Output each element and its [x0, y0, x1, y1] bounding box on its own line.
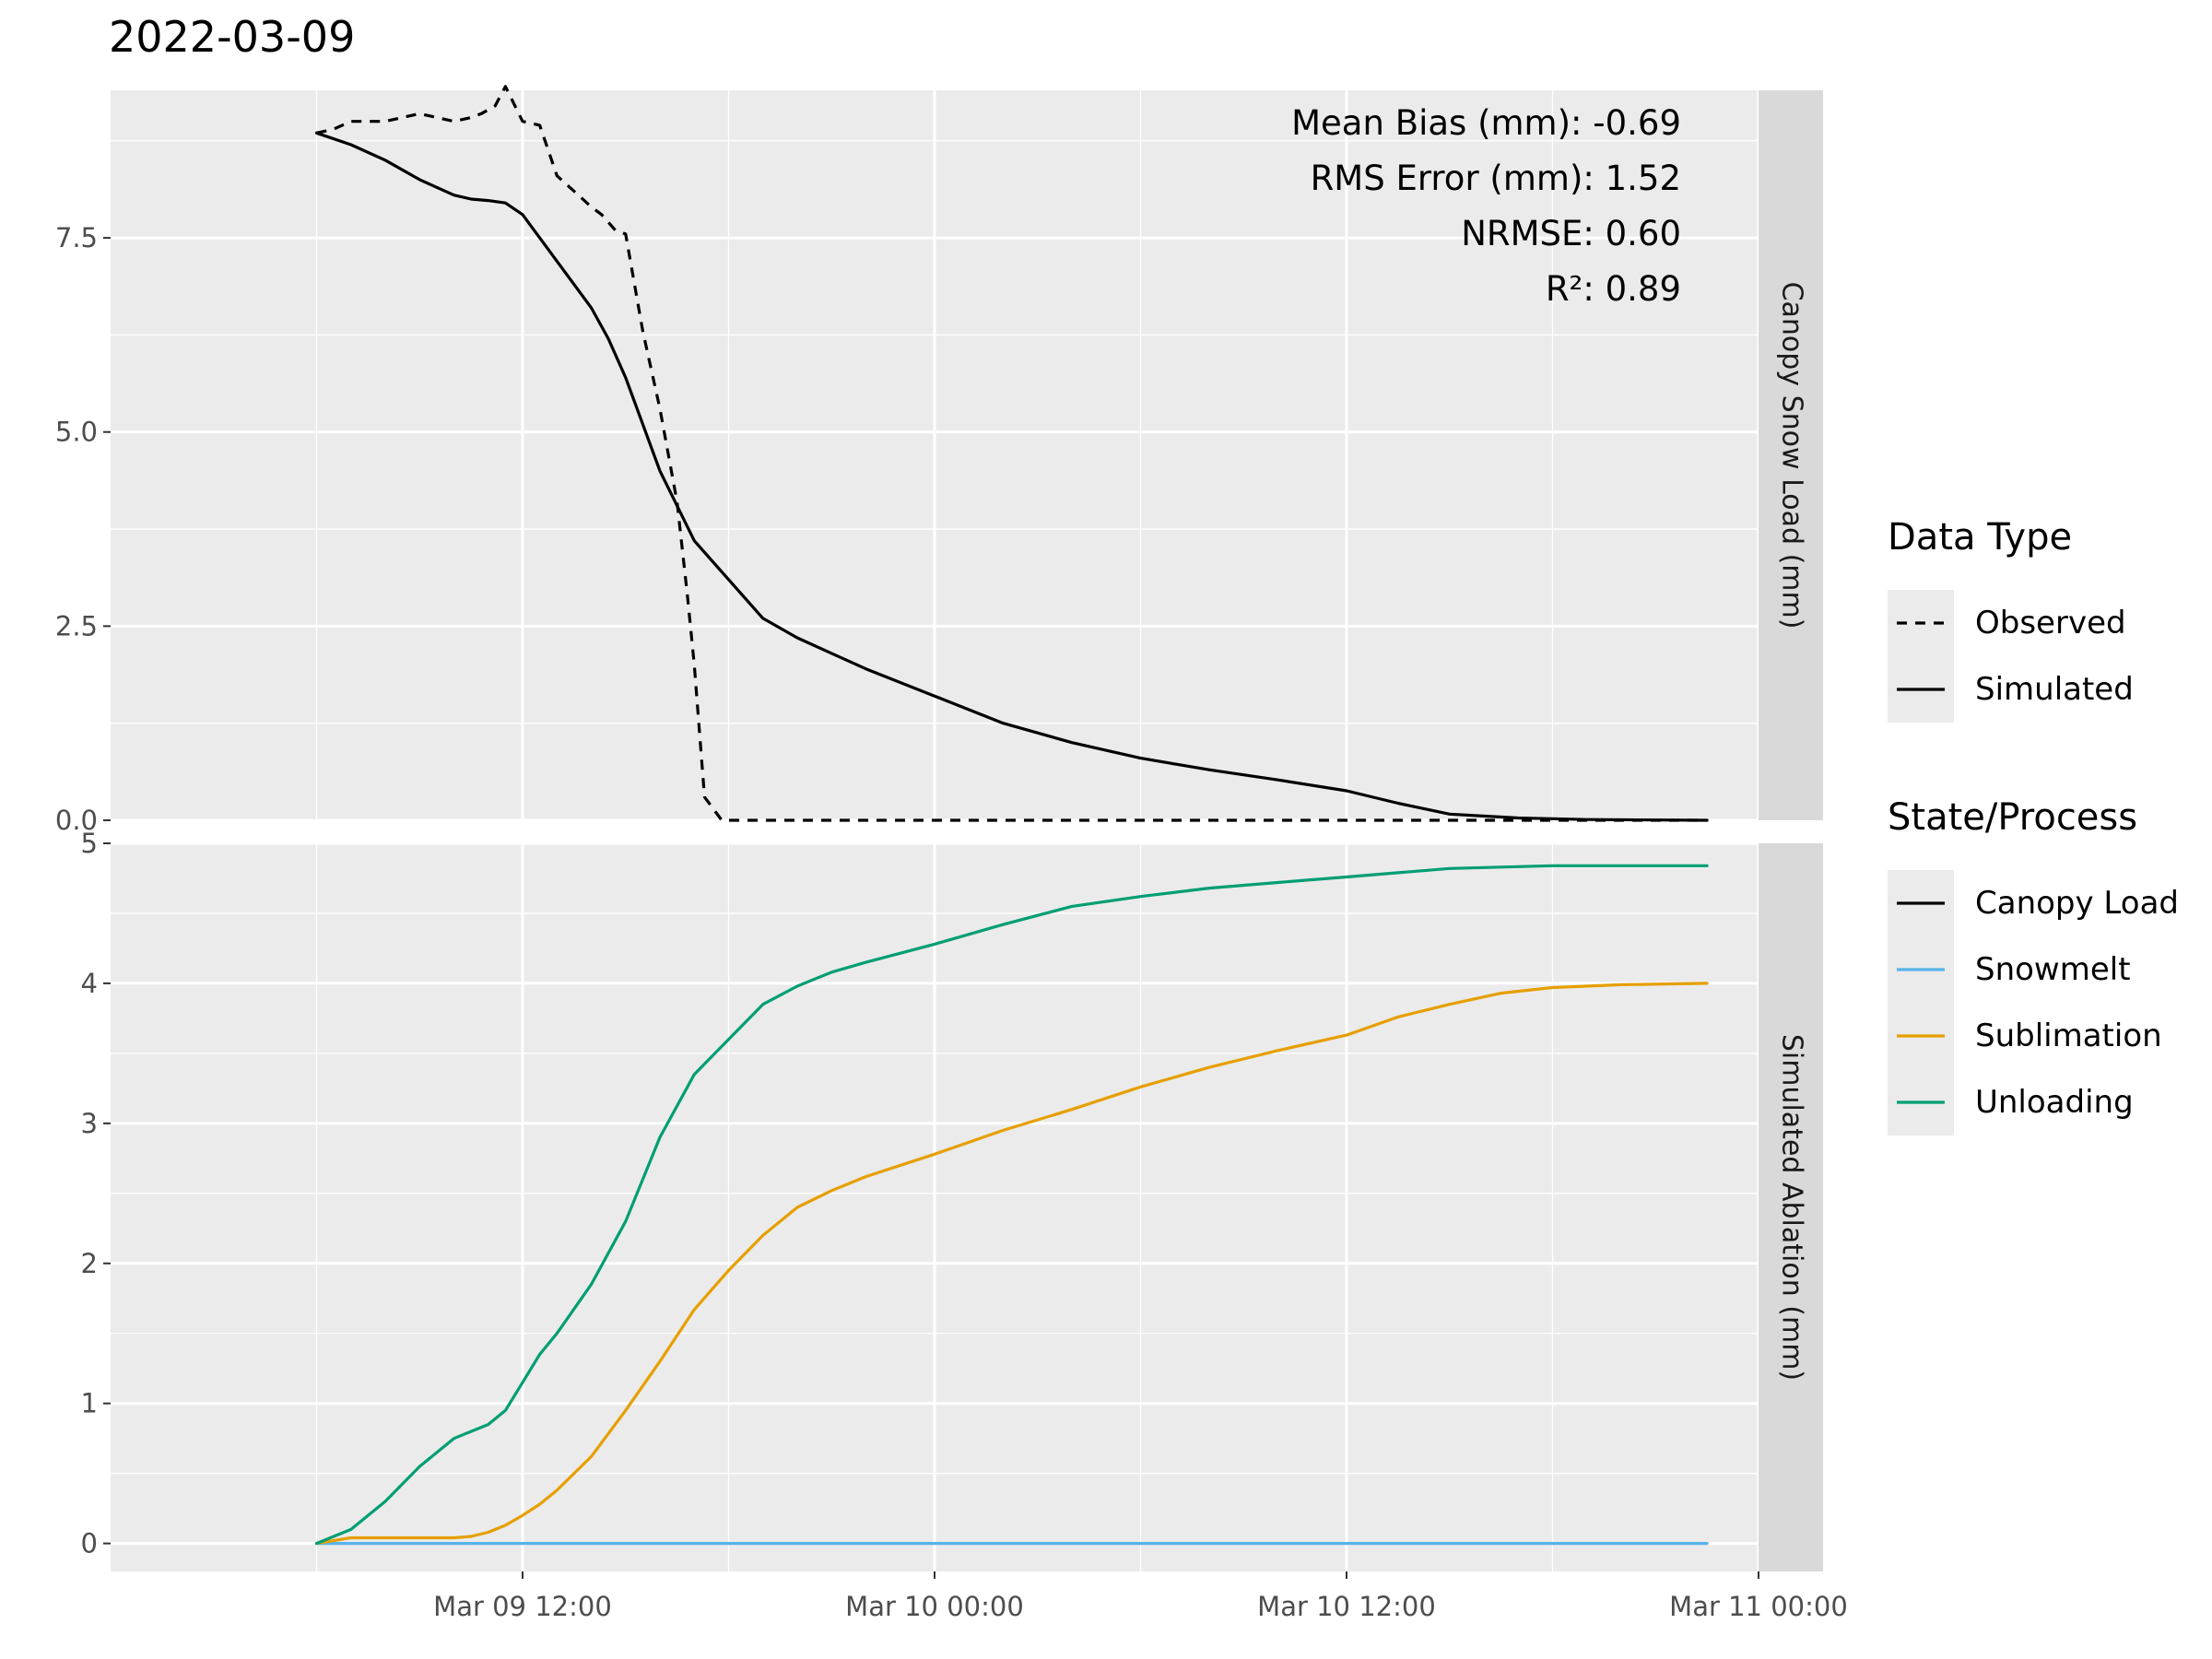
- legend-label: Unloading: [1975, 1084, 2134, 1121]
- y-tick-label: 1: [81, 1388, 98, 1419]
- panel-1: 0.0 2.5 5.0 7.5 Canopy Snow Load (mm) Mean Bi…: [55, 85, 1823, 836]
- legend-label: Sublimation: [1975, 1018, 2162, 1054]
- y-tick-label: 0.0: [55, 805, 98, 836]
- series-line-unloading: [314, 864, 1709, 1546]
- y-tick-label: 5: [81, 828, 98, 859]
- x-tick-label: Mar 09 12:00: [433, 1591, 612, 1622]
- legend-title: Data Type: [1888, 516, 2072, 559]
- stat-annotation: RMS Error (mm): 1.52: [1311, 159, 1681, 198]
- chart-title: 2022-03-09: [109, 12, 355, 62]
- panels: 0.0 2.5 5.0 7.5 Canopy Snow Load (mm) Mean Bi…: [55, 85, 1848, 1622]
- legend-1: Data Type Observed Simulated: [1888, 516, 2134, 723]
- legend-label: Canopy Load: [1975, 885, 2179, 922]
- legend-label: Observed: [1975, 605, 2126, 641]
- facet-strip-label: Canopy Snow Load (mm): [1776, 282, 1808, 629]
- y-tick-label: 2.5: [55, 610, 98, 641]
- legend-label: Simulated: [1975, 671, 2134, 708]
- x-tick-label: Mar 11 00:00: [1669, 1591, 1848, 1622]
- series-line-observed: [316, 85, 1708, 822]
- legend-key-background: [1888, 870, 1954, 1135]
- series-line-simulated: [314, 131, 1709, 822]
- legends: Data Type Observed Simulated State/Process C…: [1888, 516, 2179, 1135]
- y-tick-label: 4: [81, 968, 98, 999]
- legend-key-background: [1888, 590, 1954, 723]
- y-tick-label: 5.0: [55, 417, 98, 448]
- series-line-sublimation: [314, 982, 1709, 1546]
- stat-annotation: NRMSE: 0.60: [1461, 214, 1681, 253]
- x-tick-label: Mar 10 00:00: [845, 1591, 1024, 1622]
- legend-title: State/Process: [1888, 796, 2137, 839]
- y-tick-label: 7.5: [55, 222, 98, 253]
- stat-annotation: R²: 0.89: [1546, 269, 1681, 309]
- stat-annotation: Mean Bias (mm): -0.69: [1291, 103, 1681, 143]
- facet-strip: [1759, 90, 1823, 820]
- facet-strip: [1759, 843, 1823, 1571]
- facet-strip-label: Simulated Ablation (mm): [1776, 1034, 1808, 1381]
- legend-2: State/Process Canopy Load Snowmelt Sublimat…: [1888, 796, 2179, 1135]
- x-tick-label: Mar 10 12:00: [1257, 1591, 1436, 1622]
- panel-2: 0 1 2 3 4 5 Simulated Ablation (mm) Mar 09 12:0…: [81, 828, 1848, 1622]
- legend-label: Snowmelt: [1975, 951, 2131, 988]
- y-tick-label: 0: [81, 1528, 98, 1559]
- y-tick-label: 3: [81, 1108, 98, 1139]
- y-tick-label: 2: [81, 1248, 98, 1279]
